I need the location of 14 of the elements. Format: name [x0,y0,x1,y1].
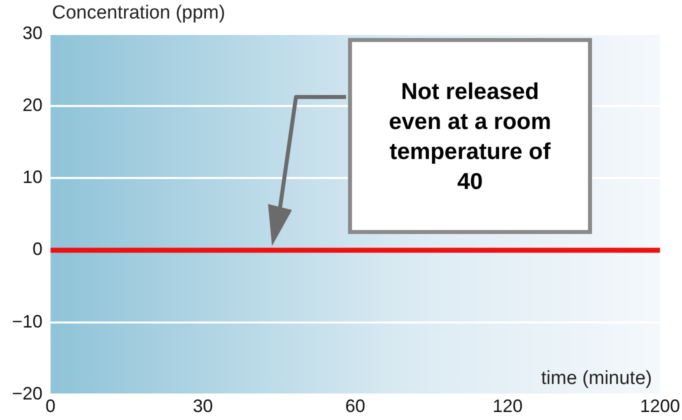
x-tick-label: 120 [492,396,523,416]
y-tick-label: 30 [22,22,43,43]
y-tick-label: −20 [12,383,43,404]
y-axis-title: Concentration (ppm) [52,2,226,24]
x-tick-label: 30 [192,396,213,416]
x-tick-label: 0 [46,396,56,416]
y-tick-label: 20 [22,95,43,116]
y-tick-label: 10 [22,167,43,188]
y-tick-label: 0 [32,239,43,260]
note-box: Not released even at a room temperature of 40 [348,38,592,234]
x-tick-label: 1200 [640,396,680,416]
x-axis-title: time (minute) [541,368,652,390]
x-tick-label: 60 [345,396,366,416]
y-tick-label: −10 [12,311,43,332]
